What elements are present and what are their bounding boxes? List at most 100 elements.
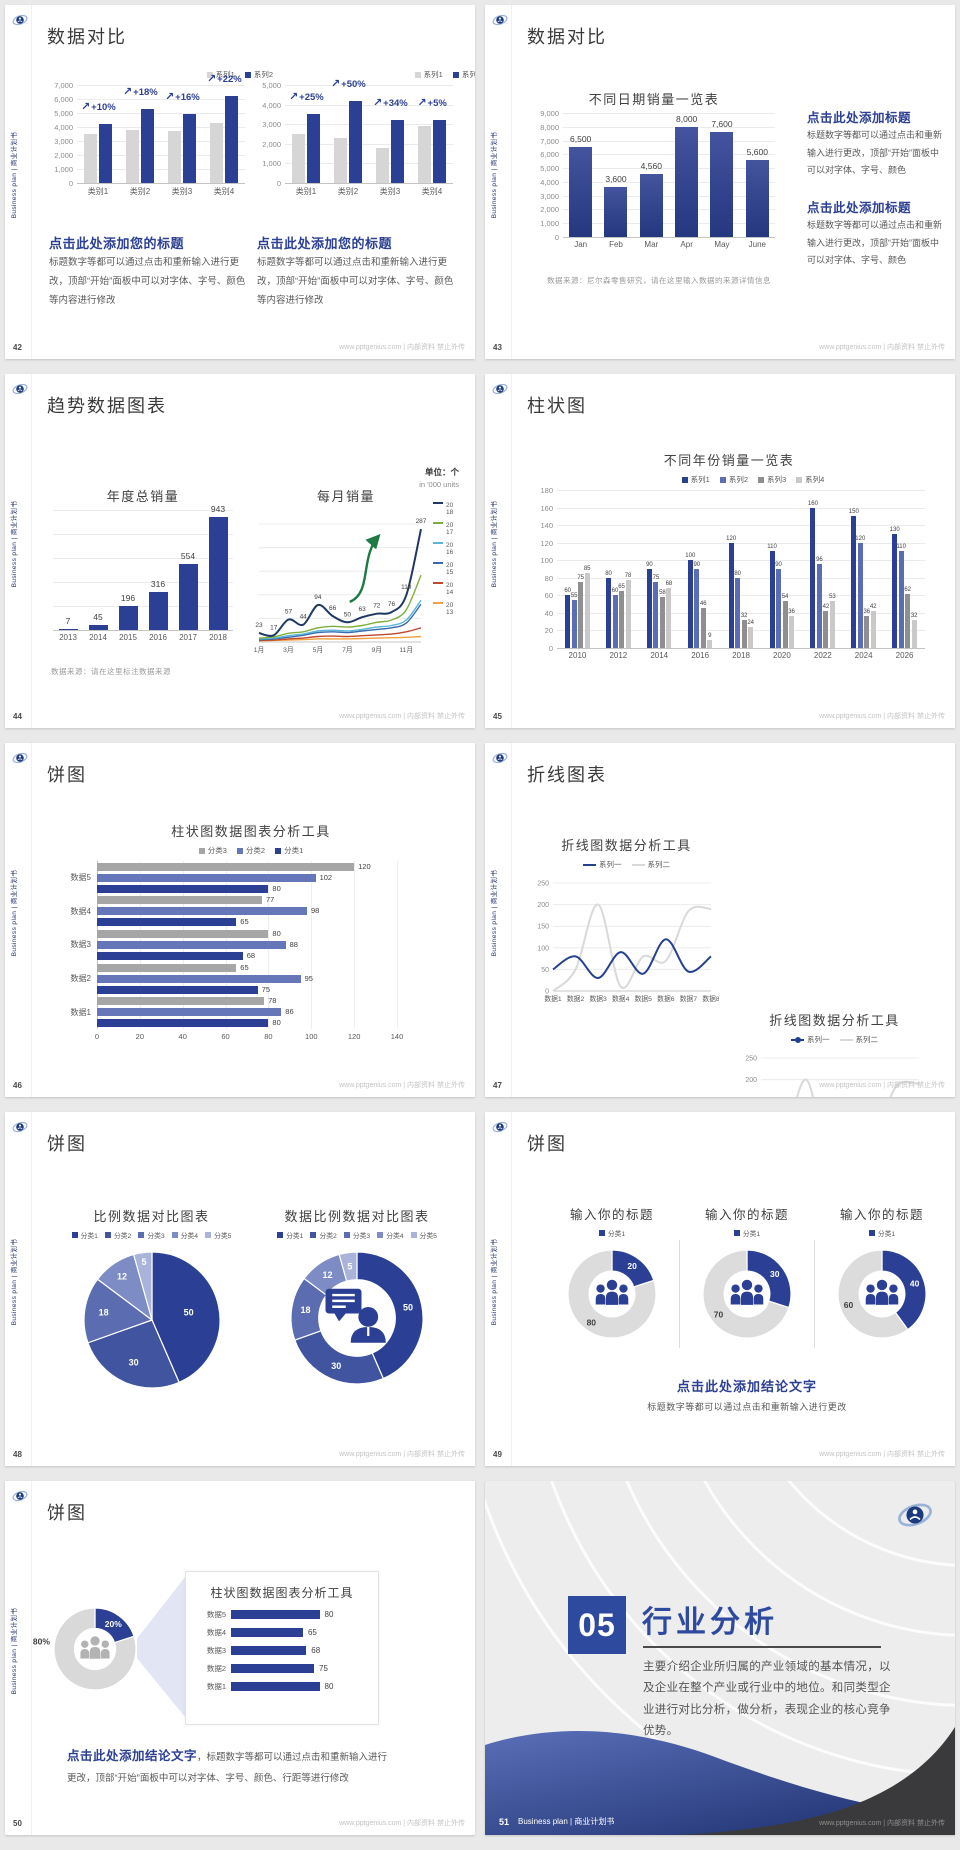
bar-value-label: 36	[863, 609, 871, 616]
pie-slice	[702, 1249, 790, 1339]
point-label: 57	[285, 609, 293, 616]
slice-label: 18	[300, 1305, 310, 1315]
person-chat-icon	[325, 1288, 386, 1343]
chart-legend: 系列1 系列2	[285, 69, 475, 80]
chart-legend: 分类1	[819, 1228, 945, 1238]
slide-45[interactable]: Business plan | 商业计划书 柱状图 不同年份销量一览表 系列1 系列…	[485, 374, 955, 728]
bar	[612, 595, 618, 648]
slice-label: 12	[323, 1270, 333, 1280]
bar	[97, 873, 316, 882]
x-tick-label: 2012	[609, 651, 628, 660]
gridline	[397, 861, 398, 1029]
bar	[769, 551, 775, 648]
gridline	[557, 507, 925, 509]
sidebar-vertical-text: Business plan | 商业计划书	[11, 500, 18, 588]
legend-item: 分类4	[171, 1230, 198, 1240]
bar-value-label: 32	[910, 612, 918, 619]
bar	[97, 929, 269, 938]
legend-item: 系列4	[796, 474, 824, 485]
x-tick-label: 2026	[895, 651, 914, 660]
slide-51[interactable]: 05 行业分析 主要介绍企业所归属的产业领域的基本情况，以及企业在整个产业或行业…	[485, 1481, 955, 1835]
category-label: 数据5	[70, 873, 91, 883]
slide-title: 数据对比	[47, 27, 127, 47]
grouped-horizontal-bar-chart: 柱状图数据图表分析工具 分类3 分类2 分类1 数据5 数据4 数据3 数据2 数据1 120 10…	[61, 821, 441, 1042]
bar-track: 65	[231, 1628, 366, 1637]
conclusion-heading: 点击此处添加结论文字	[67, 1749, 198, 1763]
bar-group: ↗+22%	[207, 73, 242, 183]
bar-value-label: 110	[896, 544, 906, 551]
bar	[97, 974, 301, 983]
gridline	[557, 612, 925, 614]
category-label: 数据1	[206, 1682, 226, 1691]
slice-label: 18	[98, 1308, 108, 1318]
bar-value-label: 88	[289, 939, 298, 949]
y-tick-label: 2,000	[540, 205, 559, 215]
bar-value-label: 96	[816, 556, 823, 563]
bar	[58, 629, 78, 630]
legend-item: 分类3	[198, 845, 227, 856]
bar-value-label: 65	[307, 1628, 317, 1637]
bar-group: ↗+25%	[289, 85, 324, 183]
gridline	[563, 223, 775, 225]
bar	[97, 997, 265, 1006]
bar-value-label: 316	[150, 579, 166, 590]
bar	[97, 940, 286, 949]
footer-url: www.pptgenius.com | 内部资料 禁止外传	[819, 1082, 945, 1089]
people-icon	[595, 1279, 629, 1305]
bar-value-label: 80	[324, 1610, 334, 1619]
bar-value-label: 130	[889, 526, 900, 533]
x-tick-label: Apr	[680, 240, 693, 249]
bar-groups: ↗+10% ↗+18% ↗+16% ↗+22%	[77, 73, 245, 183]
page-number: 49	[493, 1450, 502, 1459]
bar	[376, 147, 389, 183]
bar	[870, 611, 876, 648]
x-tick-label: 2020	[773, 651, 791, 660]
legend-item: 系列2	[719, 474, 748, 485]
gridline	[285, 163, 453, 165]
bar	[84, 134, 97, 183]
line-chart-left: 折线图数据分析工具 系列一 系列二 250 200 150 100 50 0 数据1 数据2 数据3 数…	[529, 835, 724, 1010]
chart-title: 折线图数据分析工具	[769, 1013, 900, 1028]
line-series	[258, 627, 422, 642]
pie-slice	[132, 1251, 153, 1321]
pie-plot: 50 30 18 12 5	[290, 1251, 424, 1385]
slide-49[interactable]: Business plan | 商业计划书 饼图 输入你的标题 分类1 20 80 …	[485, 1112, 955, 1466]
category-label: 数据2	[206, 1664, 226, 1673]
bar-value-label: 95	[304, 973, 313, 983]
slide-title: 饼图	[47, 1134, 87, 1154]
slide-43[interactable]: Business plan | 商业计划书 数据对比 不同日期销量一览表 9,00…	[485, 5, 955, 359]
bar	[231, 1628, 303, 1637]
logo-icon	[492, 1119, 508, 1135]
pie-slice	[567, 1249, 657, 1339]
bar-value-label: 42	[822, 604, 830, 611]
slide-50[interactable]: Business plan | 商业计划书 饼图 20% 80% 柱状图数据图表分…	[5, 1481, 475, 1835]
bar	[911, 619, 917, 648]
section-title: 行业分析	[642, 1606, 778, 1639]
bar-group: 120 102 80	[97, 862, 397, 893]
sidebar-divider	[31, 743, 32, 1097]
sidebar-vertical-text: Business plan | 商业计划书	[11, 131, 18, 219]
bar-track: 80	[231, 1682, 366, 1691]
bar-value-label: 75	[261, 984, 271, 994]
slide-48[interactable]: Business plan | 商业计划书 饼图 比例数据对比图表 分类1 分类2 分…	[5, 1112, 475, 1466]
legend-column: 2018 2017 2016 2015 2014 2013	[433, 502, 455, 617]
slide-46[interactable]: Business plan | 商业计划书 饼图 柱状图数据图表分析工具 分类3 分…	[5, 743, 475, 1097]
bar-value-label: 58	[659, 590, 666, 597]
slide-42[interactable]: Business plan | 商业计划书 数据对比 系列1 系列2 7,000 6,…	[5, 5, 475, 359]
slide-44[interactable]: Business plan | 商业计划书 趋势数据图表 单位：个 in '00…	[5, 374, 475, 728]
slide-47[interactable]: Business plan | 商业计划书 折线图表 折线图数据分析工具 系列一系…	[485, 743, 955, 1097]
bar	[569, 147, 593, 237]
legend-item: 系列1	[681, 474, 710, 485]
grouped-column-chart-left: 系列1 系列2 7,000 6,000 5,000 4,000 3,000 2,000 1,00…	[49, 67, 273, 197]
legend-item: 分类3	[343, 1230, 370, 1240]
bar-group: 160 96 42 53	[808, 490, 836, 648]
x-tick-label: 0	[94, 1032, 100, 1041]
bar-group: 150 120 36 42	[849, 490, 877, 648]
gridline	[563, 113, 775, 114]
data-source-note: 数据来源：尼尔森零售研究，请在这里输入数据的来源详情信息	[547, 276, 771, 285]
y-tick-label: 5,000	[54, 109, 73, 118]
slice-label: 5	[347, 1261, 352, 1271]
bar-track: 75	[231, 1664, 366, 1673]
block-heading-1: 点击此处添加标题	[807, 111, 912, 125]
